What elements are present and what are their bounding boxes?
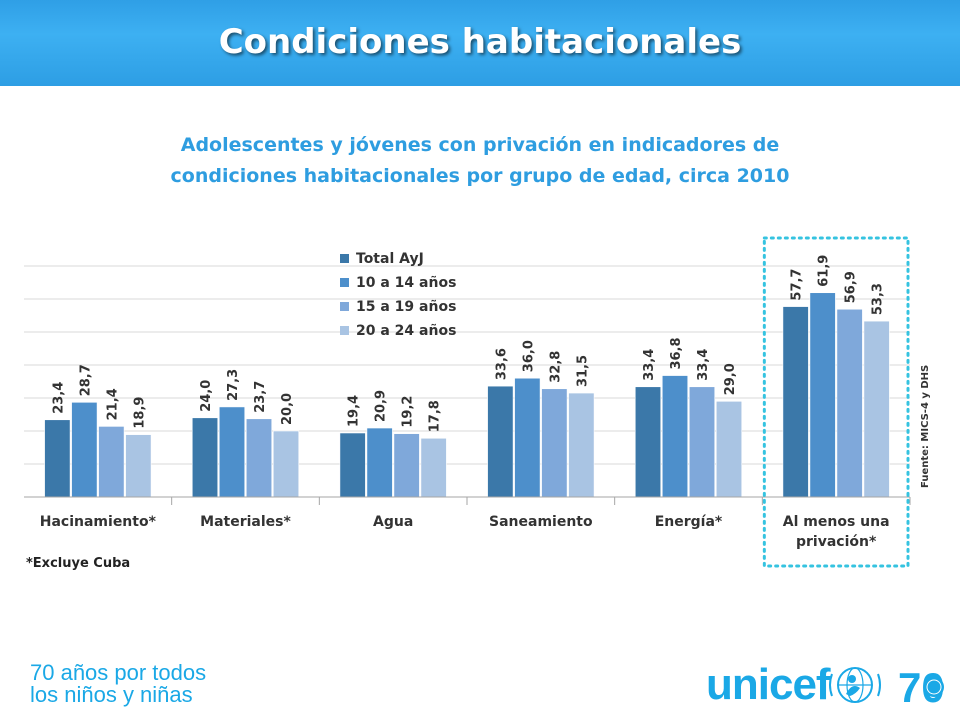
bar: [634, 386, 662, 498]
highlight-box: [762, 236, 910, 568]
bar: [514, 377, 541, 498]
data-label: 18,9: [132, 397, 147, 429]
bar: [98, 426, 125, 498]
data-label: 17,8: [428, 400, 443, 432]
bar: [245, 418, 273, 498]
data-label: 23,4: [51, 382, 66, 414]
data-label: 33,6: [494, 348, 509, 380]
bar: [541, 388, 568, 498]
page-title: Condiciones habitacionales: [218, 22, 742, 62]
bar: [863, 320, 890, 498]
bar: [661, 375, 689, 498]
bar: [218, 406, 246, 498]
bar: [71, 401, 98, 498]
bar: [339, 432, 366, 498]
unicef-emblem-icon: [829, 667, 881, 703]
legend-label: Total AyJ: [356, 251, 424, 267]
bar: [836, 308, 863, 498]
data-label: 24,0: [199, 380, 214, 412]
bar: [809, 292, 836, 498]
legend-label: 20 a 24 años: [356, 323, 456, 339]
legend-label: 15 a 19 años: [356, 299, 456, 315]
x-tick-label: Saneamiento: [489, 514, 593, 530]
header-bar: [0, 0, 960, 86]
data-label: 32,8: [548, 351, 563, 383]
bars: [44, 292, 890, 498]
unicef-logo-text: unicef: [706, 660, 831, 709]
data-labels: 23,4 28,7 21,4 18,9 24,0 27,3 23,7 20,0 19,4 20,9…: [51, 255, 885, 433]
legend-swatch: [340, 302, 349, 311]
x-tick-label: Materiales*: [200, 514, 291, 530]
x-tick-label: Energía*: [655, 514, 723, 530]
bar: [420, 437, 447, 498]
x-tick-label: Agua: [373, 514, 413, 530]
data-label: 19,4: [347, 395, 362, 427]
anniversary-logo-icon: 70: [896, 662, 948, 708]
legend-label: 10 a 14 años: [356, 275, 456, 291]
legend-swatch: [340, 326, 349, 335]
bar: [366, 427, 393, 498]
data-label: 57,7: [790, 269, 805, 301]
chart-subtitle: Adolescentes y jóvenes con privación en …: [100, 130, 860, 192]
data-label: 19,2: [401, 396, 416, 428]
data-label: 36,0: [521, 340, 536, 372]
footnote: *Excluye Cuba: [26, 556, 131, 571]
bar: [125, 434, 152, 498]
x-axis: Hacinamiento* Materiales* Agua Saneamiento E…: [24, 496, 911, 550]
bar: [191, 417, 219, 498]
data-label: 61,9: [817, 255, 832, 287]
data-label: 21,4: [105, 388, 120, 420]
data-label: 29,0: [723, 363, 738, 395]
data-label: 27,3: [226, 369, 241, 401]
bar: [568, 392, 595, 498]
bar-chart: 23,4 28,7 21,4 18,9 24,0 27,3 23,7 20,0 19,4 20,9…: [24, 236, 931, 568]
bar: [487, 385, 514, 498]
legend: Total AyJ 10 a 14 años 15 a 19 años 20 a 24…: [340, 251, 456, 339]
data-label: 33,4: [696, 349, 711, 381]
bar: [272, 430, 300, 498]
subtitle-line-2: condiciones habitacionales por grupo de …: [170, 165, 790, 187]
footer-tagline: 70 años por todos los niños y niñas: [30, 662, 206, 706]
tagline-line-1: 70 años por todos: [30, 660, 207, 685]
data-label: 36,8: [669, 337, 684, 369]
data-label: 33,4: [642, 349, 657, 381]
data-label: 31,5: [575, 355, 590, 387]
bar: [44, 419, 71, 498]
tagline-line-2: los niños y niñas: [30, 682, 193, 707]
legend-swatch: [340, 278, 349, 287]
bar: [393, 433, 420, 498]
subtitle-line-1: Adolescentes y jóvenes con privación en …: [180, 134, 780, 156]
source-note: Fuente: MICS-4 y DHS: [920, 365, 931, 488]
data-label: 23,7: [253, 381, 268, 413]
data-label: 56,9: [844, 271, 859, 303]
x-tick-label: Al menos una: [783, 514, 890, 530]
gridlines: [24, 265, 910, 465]
x-tick-label: Hacinamiento*: [40, 514, 157, 530]
legend-swatch: [340, 254, 349, 263]
data-label: 20,9: [374, 390, 389, 422]
x-tick-label: privación*: [796, 534, 877, 550]
bar: [688, 386, 716, 498]
bar: [782, 306, 809, 498]
data-label: 28,7: [78, 364, 93, 396]
data-label: 20,0: [280, 393, 295, 425]
bar: [715, 401, 743, 498]
data-label: 53,3: [871, 283, 886, 315]
